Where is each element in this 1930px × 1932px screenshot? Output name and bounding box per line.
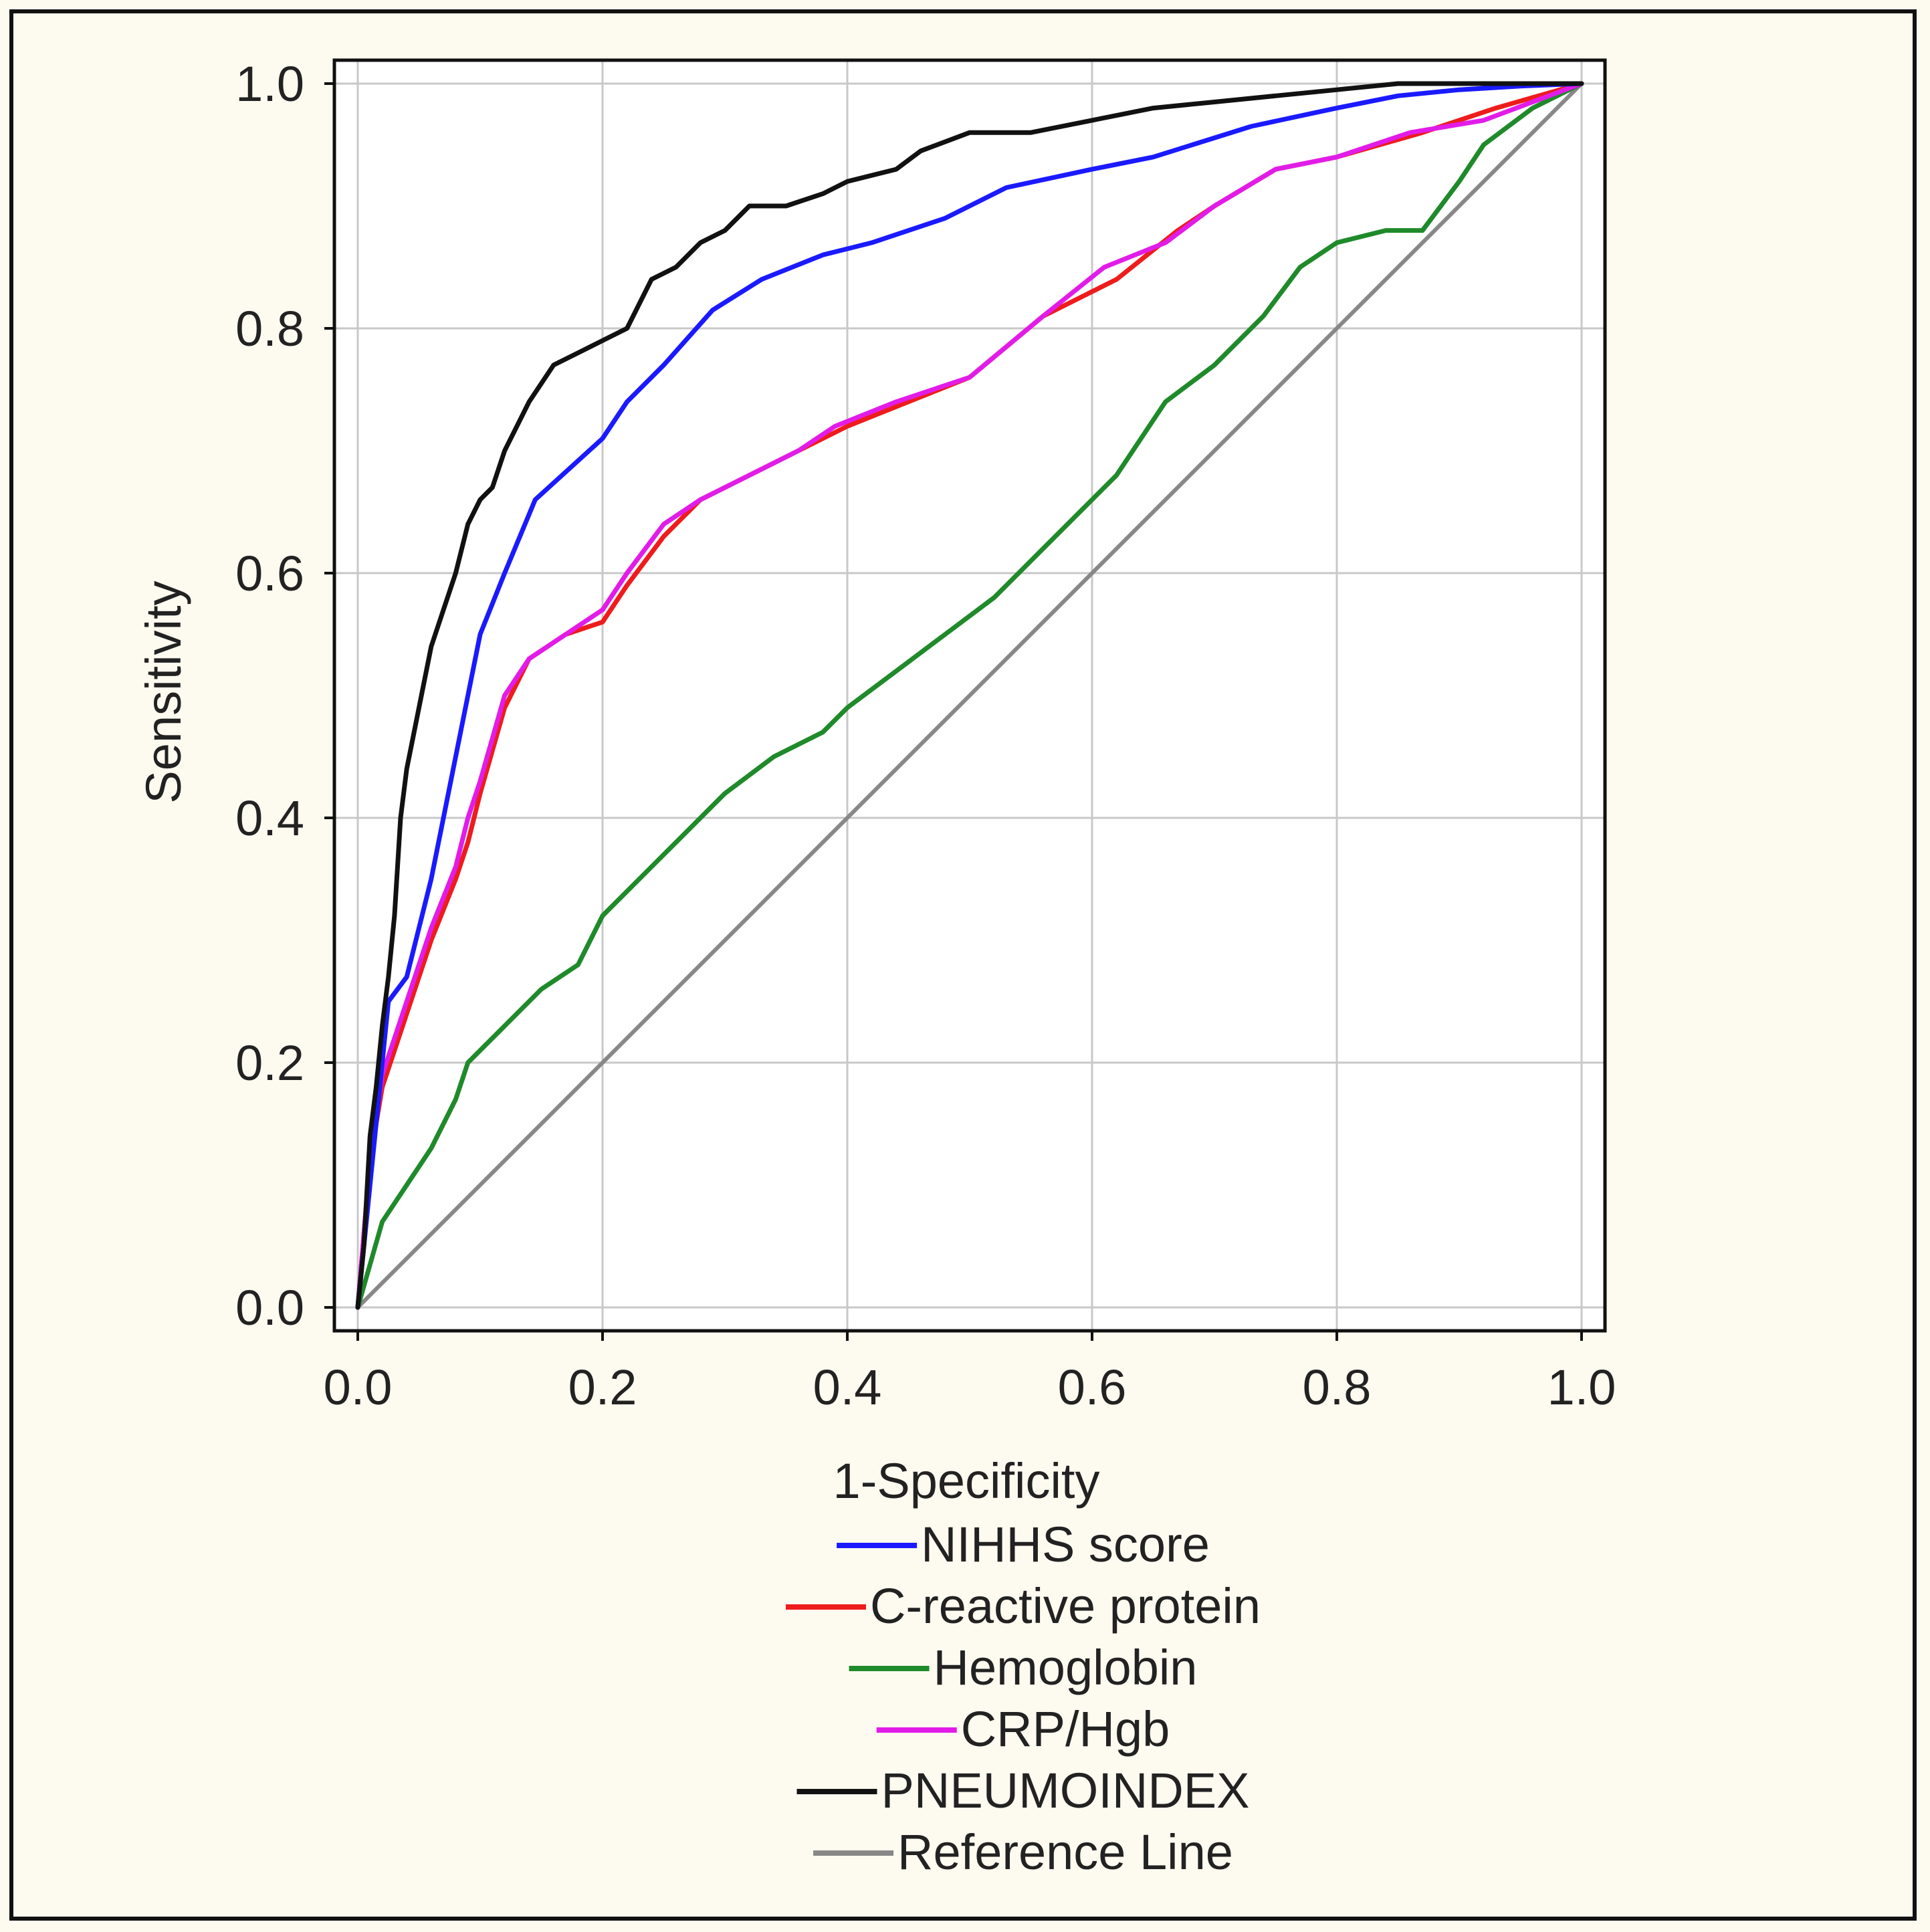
legend-label: CRP/Hgb (961, 1701, 1170, 1757)
legend: NIHHS score C-reactive protein Hemoglobin C… (785, 1517, 1261, 1880)
legend-item: C-reactive protein (785, 1578, 1261, 1634)
x-tick-label: 1.0 (1547, 1360, 1616, 1415)
legend-item: CRP/Hgb (876, 1701, 1170, 1757)
x-axis-label: 1-Specificity (833, 1453, 1100, 1509)
legend-label: PNEUMOINDEX (881, 1763, 1250, 1818)
series-line-hemoglobin (355, 81, 1584, 1310)
y-axis-label: Sensitivity (136, 580, 191, 803)
y-tick-label: 0.8 (235, 301, 304, 356)
legend-item: PNEUMOINDEX (796, 1763, 1250, 1818)
x-tick-label: 0.0 (324, 1360, 393, 1415)
y-tick-label: 0.4 (235, 790, 304, 846)
x-tick-label: 0.6 (1058, 1360, 1127, 1415)
plot-border (332, 58, 1607, 1333)
y-tick-label: 0.2 (235, 1035, 304, 1091)
x-tick-label: 0.2 (568, 1360, 637, 1415)
legend-label: NIHHS score (921, 1517, 1210, 1572)
x-tick-label: 0.8 (1303, 1360, 1372, 1415)
legend-label: Reference Line (897, 1824, 1233, 1880)
series-lines (355, 81, 1584, 1310)
legend-item: NIHHS score (837, 1517, 1210, 1572)
legend-item: Reference Line (813, 1824, 1233, 1880)
series-line-nihhs-score (355, 81, 1584, 1310)
series-line-crp-hgb (355, 81, 1584, 1310)
y-tick-label: 0.6 (235, 546, 304, 601)
x-tick-label: 0.4 (813, 1360, 882, 1415)
series-line-reference-line (356, 82, 1584, 1309)
legend-item: Hemoglobin (849, 1640, 1198, 1695)
tick-labels: 0.0 0.2 0.4 0.6 0.8 1.0 0.0 0.2 0.4 0.6 0.8 1.0 (235, 56, 1616, 1415)
legend-label: C-reactive protein (870, 1578, 1261, 1634)
y-tick-label: 0.0 (235, 1280, 304, 1335)
series-line-pneumoindex (355, 81, 1584, 1310)
legend-label: Hemoglobin (934, 1640, 1198, 1695)
y-tick-label: 1.0 (235, 56, 304, 112)
